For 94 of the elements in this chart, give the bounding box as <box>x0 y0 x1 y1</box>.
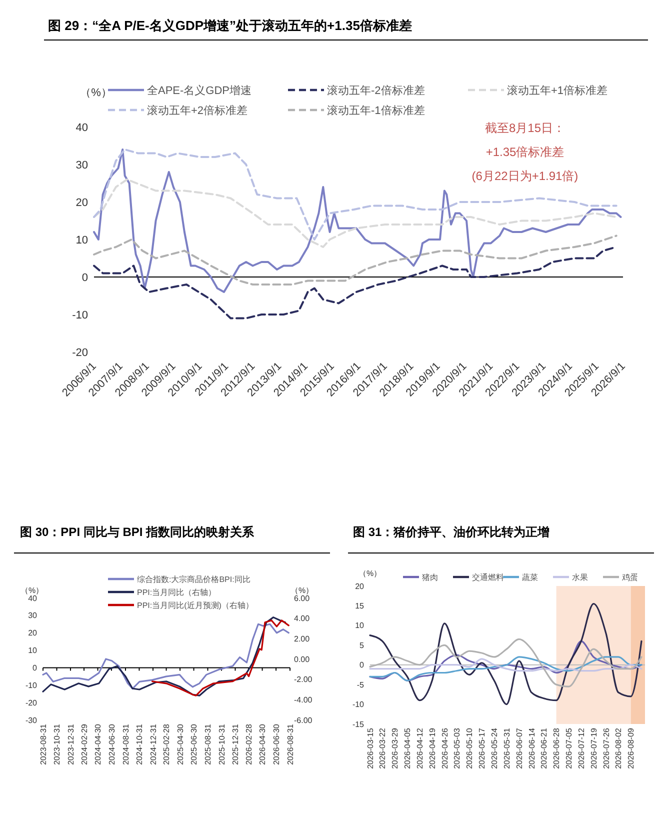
x-tick-label: 2026-08-02 <box>614 727 624 769</box>
x-tick-label: 2024-08-31 <box>121 723 130 765</box>
x-tick-label: 2026-05-17 <box>478 727 487 769</box>
x-tick-label: 2026-06-30 <box>272 723 281 765</box>
annotation: 截至8月15日： <box>484 121 566 135</box>
y-tick-label: -10 <box>72 309 88 322</box>
y-tick-label: -10 <box>25 680 38 690</box>
y-tick-label: 30 <box>28 611 38 620</box>
x-tick-label: 2024-06-30 <box>107 723 116 765</box>
x-tick-label: 2026-08-31 <box>286 723 295 765</box>
x-tick-label: 2026-05-10 <box>465 727 474 769</box>
x-tick-label: 2024-04-30 <box>94 723 103 765</box>
x-tick-label: 2026-08-09 <box>626 727 636 769</box>
y-tick-label: 10 <box>76 234 88 246</box>
x-tick-label: 2023-10-31 <box>52 723 62 765</box>
legend-label: 鸡蛋 <box>621 572 638 582</box>
x-tick-label: 2026-05-31 <box>502 727 512 769</box>
legend-label: 全APE-名义GDP增速 <box>147 84 252 97</box>
x-tick-label: 2023-08-31 <box>38 723 48 765</box>
x-tick-label: 2026-06-28 <box>552 727 562 769</box>
x-tick-label: 2026-05-03 <box>452 727 462 769</box>
y-tick-label: 5 <box>360 640 365 650</box>
annotation: (6月22日为+1.91倍) <box>472 169 578 183</box>
y2-tick-label: -6.00 <box>294 716 313 725</box>
annotation: +1.35倍标准差 <box>486 145 564 159</box>
x-tick-label: 2025-08-31 <box>204 723 213 765</box>
x-tick-label: 2023-12-31 <box>66 723 76 765</box>
y-tick-label: 0 <box>32 664 38 673</box>
x-tick-label: 2026-05-24 <box>490 727 499 769</box>
y2-axis-title: （%） <box>290 586 314 595</box>
y-tick-label: -20 <box>25 698 38 708</box>
legend-label: 蔬菜 <box>522 572 538 582</box>
x-tick-label: 2024-10-31 <box>135 723 144 765</box>
x-tick-label: 2025-10-31 <box>217 723 226 765</box>
x-tick-label: 2026-04-19 <box>428 727 437 769</box>
x-tick-label: 2026-06-21 <box>540 727 549 769</box>
x-tick-label: 2026-07-26 <box>602 727 611 769</box>
x-tick-label: 2026-04-05 <box>403 727 412 769</box>
y-tick-label: -20 <box>72 346 88 359</box>
y-tick-label: 0 <box>360 660 365 670</box>
x-tick-label: 2026-07-05 <box>564 727 574 769</box>
y2-tick-label: 0.00 <box>294 654 310 664</box>
x-tick-label: 2026-04-12 <box>415 727 424 769</box>
y-tick-label: 15 <box>355 602 365 611</box>
y-tick-label: 20 <box>76 196 88 209</box>
x-tick-label: 2026-03-29 <box>390 727 400 769</box>
y-tick-label: 30 <box>76 159 88 172</box>
legend-label: 交通燃料 <box>472 572 504 582</box>
chart-title: 图 29：“全A P/E-名义GDP增速”处于滚动五年的+1.35倍标准差 <box>48 18 412 33</box>
y-axis-title: （%） <box>20 586 44 595</box>
x-tick-label: 2026-07-19 <box>589 727 598 769</box>
legend-label: 滚动五年-1倍标准差 <box>327 104 425 117</box>
legend-label: 滚动五年+2倍标准差 <box>147 104 248 117</box>
y-tick-label: -10 <box>352 700 365 710</box>
x-tick-label: 2026-04-26 <box>440 727 450 769</box>
x-tick-label: 2024-12-31 <box>148 723 158 765</box>
y-tick-label: 40 <box>28 594 38 603</box>
y2-tick-label: -2.00 <box>294 675 313 684</box>
y2-tick-label: 4.00 <box>294 614 310 624</box>
y-tick-label: 10 <box>355 621 365 630</box>
y-tick-label: -30 <box>25 716 38 725</box>
y2-tick-label: -4.00 <box>294 695 313 704</box>
x-tick-label: 2024-02-29 <box>80 723 89 765</box>
x-tick-label: 2026-07-12 <box>576 727 586 769</box>
x-tick-label: 2026-06-07 <box>514 727 524 769</box>
y-tick-label: 10 <box>28 646 38 656</box>
x-tick-label: 2025-06-30 <box>190 723 199 765</box>
x-tick-label: 2026-03-22 <box>378 727 388 769</box>
legend-label: 滚动五年+1倍标准差 <box>507 84 608 97</box>
y2-tick-label: 6.00 <box>294 594 310 603</box>
chart-title: 图 31：猪价持平、油价环比转为正增 <box>353 525 550 539</box>
y-tick-label: -15 <box>352 720 365 729</box>
x-tick-label: 2026-03-15 <box>366 727 375 769</box>
x-tick-label: 2025-04-30 <box>176 723 185 765</box>
y-tick-label: -5 <box>356 680 365 690</box>
y-tick-label: 40 <box>76 122 88 134</box>
legend-label: PPI:当月同比（右轴） <box>137 588 216 597</box>
legend-label: 猪肉 <box>422 572 438 582</box>
y-tick-label: 0 <box>82 272 88 284</box>
legend-label: 滚动五年-2倍标准差 <box>327 84 425 97</box>
x-tick-label: 2026-02-28 <box>244 723 254 765</box>
legend-label: 综合指数:大宗商品价格BPI:同比 <box>137 574 250 584</box>
x-tick-label: 2026-06-14 <box>527 727 536 769</box>
legend-label: PPI:当月同比(近月预测)（右轴） <box>137 600 254 610</box>
x-tick-label: 2025-02-28 <box>162 723 172 765</box>
x-tick-label: 2026-04-30 <box>258 723 268 765</box>
legend-label: 水果 <box>572 572 588 582</box>
y-tick-label: 20 <box>355 582 365 591</box>
chart-title: 图 30：PPI 同比与 BPI 指数同比的映射关系 <box>20 525 256 539</box>
y-axis-title: （%） <box>358 569 382 578</box>
x-tick-label: 2025-12-31 <box>231 723 240 765</box>
y-axis-title: （%） <box>80 87 112 99</box>
y-tick-label: 20 <box>28 628 38 638</box>
y2-tick-label: 2.00 <box>294 634 310 644</box>
